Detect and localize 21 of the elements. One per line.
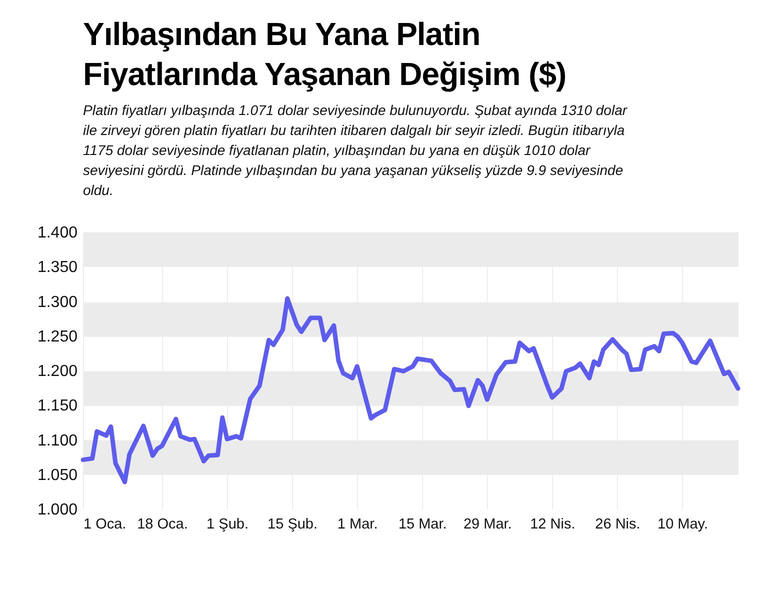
x-tick-label: 10 May.: [657, 516, 708, 532]
x-tick-label: 15 Şub.: [268, 516, 318, 532]
y-tick-label: 1.200: [37, 363, 78, 380]
x-tick-label: 29 Mar.: [463, 516, 512, 532]
x-tick-label: 15 Mar.: [398, 516, 447, 532]
y-tick-label: 1.050: [37, 466, 78, 484]
x-tick-label: 12 Nis.: [530, 516, 576, 532]
y-tick-label: 1.000: [37, 502, 78, 518]
x-tick-label: 1 Oca.: [84, 516, 126, 532]
y-tick-label: 1.150: [37, 398, 78, 415]
x-tick-label: 1 Mar.: [337, 516, 378, 532]
y-tick-label: 1.250: [37, 328, 78, 346]
x-tick-label: 26 Nis.: [595, 516, 640, 532]
x-tick-label: 18 Oca.: [137, 516, 188, 532]
y-tick-label: 1.400: [37, 224, 78, 242]
x-tick-label: 1 Şub.: [206, 516, 248, 532]
y-tick-label: 1.300: [37, 294, 78, 311]
y-tick-label: 1.350: [37, 259, 78, 276]
chart-title: Yılbaşından Bu Yana Platin Fiyatlarında Yaşanan Değişim ($): [83, 15, 568, 94]
chart-subtitle: Platin fiyatları yılbaşında 1.071 dolar seviyesinde bulunuyordu. Şubat ayında 1310 dolar ile zirveyi gören platin fiyatları bu tarihten itibaren dalgalı bir seyir izledi. Bugün itibarıyla 1175 dolar seviyesinde fiyatlanan platin, yılbaşından bu yana en düşük 1010 dolar seviyesini gördü. Platinde yılbaşından bu yana yaşanan yükseliş yüzde 9.9 seviyesinde oldu.: [83, 101, 628, 200]
y-tick-label: 1.100: [37, 432, 78, 450]
